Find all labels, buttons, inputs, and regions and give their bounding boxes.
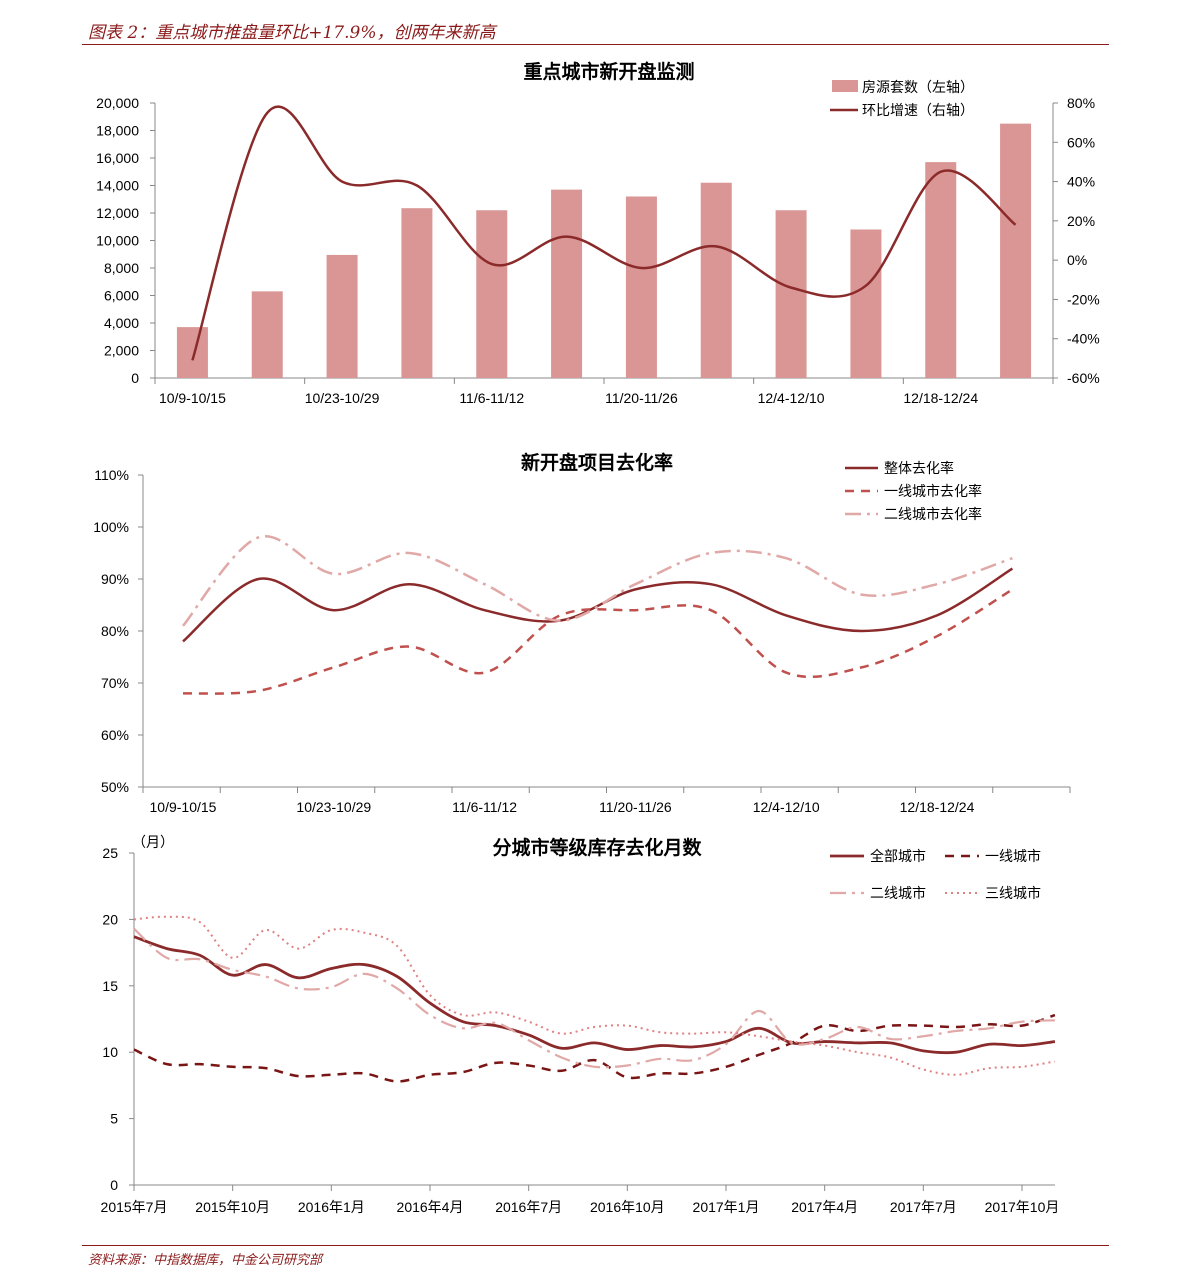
- x-tick-label: 10/9-10/15: [159, 390, 226, 406]
- y-right-tick-label: 60%: [1067, 134, 1095, 150]
- x-tick-label: 11/20-11/26: [605, 390, 678, 406]
- x-tick-label: 2016年10月: [590, 1199, 665, 1215]
- legend-label: 一线城市去化率: [884, 483, 982, 500]
- new-listings-chart: 重点城市新开盘监测 0 2,000 4,000 6,000 8,000 10,000 12,0…: [96, 60, 1100, 406]
- y-tick-label: 20: [102, 911, 118, 927]
- bar: [700, 182, 732, 378]
- legend-label: 三线城市: [985, 885, 1041, 902]
- x-tick-label: 10/23-10/29: [305, 390, 380, 406]
- y-tick-label: 5: [110, 1111, 118, 1127]
- x-tick-label: 10/23-10/29: [296, 799, 371, 815]
- chart-title: 新开盘项目去化率: [521, 451, 673, 474]
- x-tick-label: 2017年1月: [693, 1199, 760, 1215]
- legend-label: 环比增速（右轴）: [862, 103, 974, 119]
- y-right-tick-label: -20%: [1067, 291, 1100, 307]
- y-left-tick-label: 8,000: [104, 260, 139, 276]
- legend-label: 房源套数（左轴）: [862, 80, 974, 96]
- figure-caption: 图表 2：重点城市推盘量环比+17.9%，创两年来新高: [88, 23, 496, 43]
- y-right-tick-label: 40%: [1067, 174, 1095, 190]
- x-tick-label: 12/18-12/24: [903, 390, 978, 406]
- legend-label: 一线城市: [985, 848, 1041, 865]
- y-axis-unit: （月）: [132, 835, 174, 851]
- chart-title: 分城市等级库存去化月数: [492, 836, 702, 859]
- y-right-tick-label: 0%: [1067, 252, 1087, 268]
- bar: [925, 162, 957, 378]
- bar: [401, 208, 433, 378]
- x-tick-label: 2016年1月: [298, 1199, 365, 1215]
- bar: [625, 196, 657, 378]
- y-tick-label: 70%: [101, 675, 129, 691]
- bar: [251, 291, 283, 378]
- x-tick-label: 2017年7月: [890, 1199, 957, 1215]
- absorption-rate-chart: 新开盘项目去化率 50% 60% 70% 80% 90% 100% 110% 10/9-10/1…: [93, 451, 1071, 815]
- x-tick-label: 11/6-11/12: [452, 799, 517, 815]
- series-line-tier2: [182, 534, 1013, 627]
- bar: [326, 254, 358, 378]
- x-tick-label: 12/4-12/10: [758, 390, 825, 406]
- x-tick-label: 2016年7月: [495, 1199, 562, 1215]
- x-tick-label: 2015年7月: [101, 1199, 168, 1215]
- y-left-tick-label: 10,000: [96, 233, 139, 249]
- y-tick-label: 15: [102, 978, 118, 994]
- y-left-tick-label: 16,000: [96, 150, 139, 166]
- bar: [476, 210, 508, 378]
- bar: [775, 210, 807, 378]
- bar: [1000, 123, 1032, 378]
- y-left-tick-label: 2,000: [104, 343, 139, 359]
- y-tick-label: 80%: [101, 623, 129, 639]
- y-tick-label: 10: [102, 1044, 118, 1060]
- series-line-all-cities: [133, 935, 1056, 1055]
- series-line-mom-growth: [191, 105, 1017, 361]
- x-tick-label: 2017年4月: [791, 1199, 858, 1215]
- y-left-tick-label: 20,000: [96, 95, 139, 111]
- series-line-tier3: [133, 915, 1056, 1076]
- y-tick-label: 100%: [93, 519, 129, 535]
- bar: [551, 189, 583, 378]
- x-tick-label: 10/9-10/15: [150, 799, 217, 815]
- y-right-tick-label: -60%: [1067, 370, 1100, 386]
- x-tick-label: 2017年10月: [985, 1199, 1060, 1215]
- series-line-tier2: [133, 927, 1055, 1069]
- x-tick-label: 12/18-12/24: [900, 799, 975, 815]
- caption-rule: [82, 44, 1109, 45]
- y-tick-label: 25: [102, 845, 118, 861]
- legend-label: 整体去化率: [884, 460, 954, 477]
- legend-label: 全部城市: [870, 848, 926, 865]
- inventory-months-chart: 分城市等级库存去化月数 （月） 0 5 10 15 20 25 2015年7月 2015年10月 2…: [101, 835, 1060, 1215]
- y-left-tick-label: 14,000: [96, 178, 139, 194]
- chart-title: 重点城市新开盘监测: [523, 60, 694, 83]
- bar: [176, 327, 208, 378]
- series-line-overall: [182, 567, 1014, 643]
- y-left-tick-label: 0: [131, 370, 139, 386]
- y-tick-label: 50%: [101, 779, 129, 795]
- y-right-tick-label: -40%: [1067, 331, 1100, 347]
- y-tick-label: 0: [110, 1177, 118, 1193]
- y-left-tick-label: 18,000: [96, 123, 139, 139]
- y-left-tick-label: 6,000: [104, 288, 139, 304]
- y-right-tick-label: 20%: [1067, 213, 1095, 229]
- y-right-tick-label: 80%: [1067, 95, 1095, 111]
- footer-rule: [82, 1245, 1109, 1246]
- y-tick-label: 90%: [101, 571, 129, 587]
- y-tick-label: 110%: [94, 467, 129, 483]
- series-line-tier1: [182, 588, 1014, 695]
- y-left-tick-label: 12,000: [96, 205, 139, 221]
- y-left-tick-label: 4,000: [104, 315, 139, 331]
- x-tick-label: 11/6-11/12: [459, 390, 524, 406]
- y-tick-label: 60%: [101, 727, 129, 743]
- legend-label: 二线城市: [870, 885, 926, 902]
- x-tick-label: 12/4-12/10: [753, 799, 820, 815]
- x-tick-label: 2015年10月: [195, 1199, 270, 1215]
- legend-label: 二线城市去化率: [884, 506, 982, 523]
- legend-swatch-bar: [832, 80, 858, 92]
- series-line-tier1: [133, 1013, 1056, 1083]
- x-tick-label: 2016年4月: [397, 1199, 464, 1215]
- x-tick-label: 11/20-11/26: [599, 799, 672, 815]
- bar: [850, 229, 882, 378]
- source-note: 资料来源：中指数据库，中金公司研究部: [88, 1253, 323, 1268]
